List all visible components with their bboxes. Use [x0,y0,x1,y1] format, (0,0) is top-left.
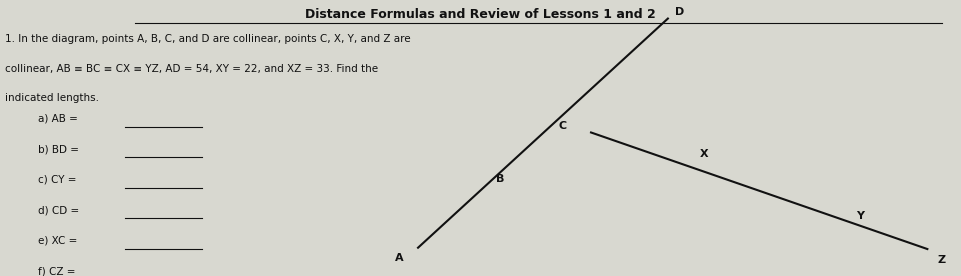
Text: collinear, AB ≡ BC ≡ CX ≡ YZ, AD = 54, XY = 22, and XZ = 33. Find the: collinear, AB ≡ BC ≡ CX ≡ YZ, AD = 54, X… [5,63,378,74]
Text: e) XC =: e) XC = [38,236,78,246]
Text: Y: Y [856,211,864,221]
Text: D: D [675,7,684,17]
Text: c) CY =: c) CY = [38,175,77,185]
Text: b) BD =: b) BD = [38,144,80,154]
Text: B: B [496,174,504,184]
Text: 1. In the diagram, points A, B, C, and D are collinear, points C, X, Y, and Z ar: 1. In the diagram, points A, B, C, and D… [5,34,410,44]
Text: f) CZ =: f) CZ = [38,266,76,276]
Text: a) AB =: a) AB = [38,114,78,124]
Text: X: X [701,149,708,159]
Text: Z: Z [938,255,946,265]
Text: d) CD =: d) CD = [38,205,80,215]
Text: C: C [558,121,566,131]
Text: indicated lengths.: indicated lengths. [5,93,99,103]
Text: A: A [395,253,403,263]
Text: Distance Formulas and Review of Lessons 1 and 2: Distance Formulas and Review of Lessons … [306,8,655,21]
